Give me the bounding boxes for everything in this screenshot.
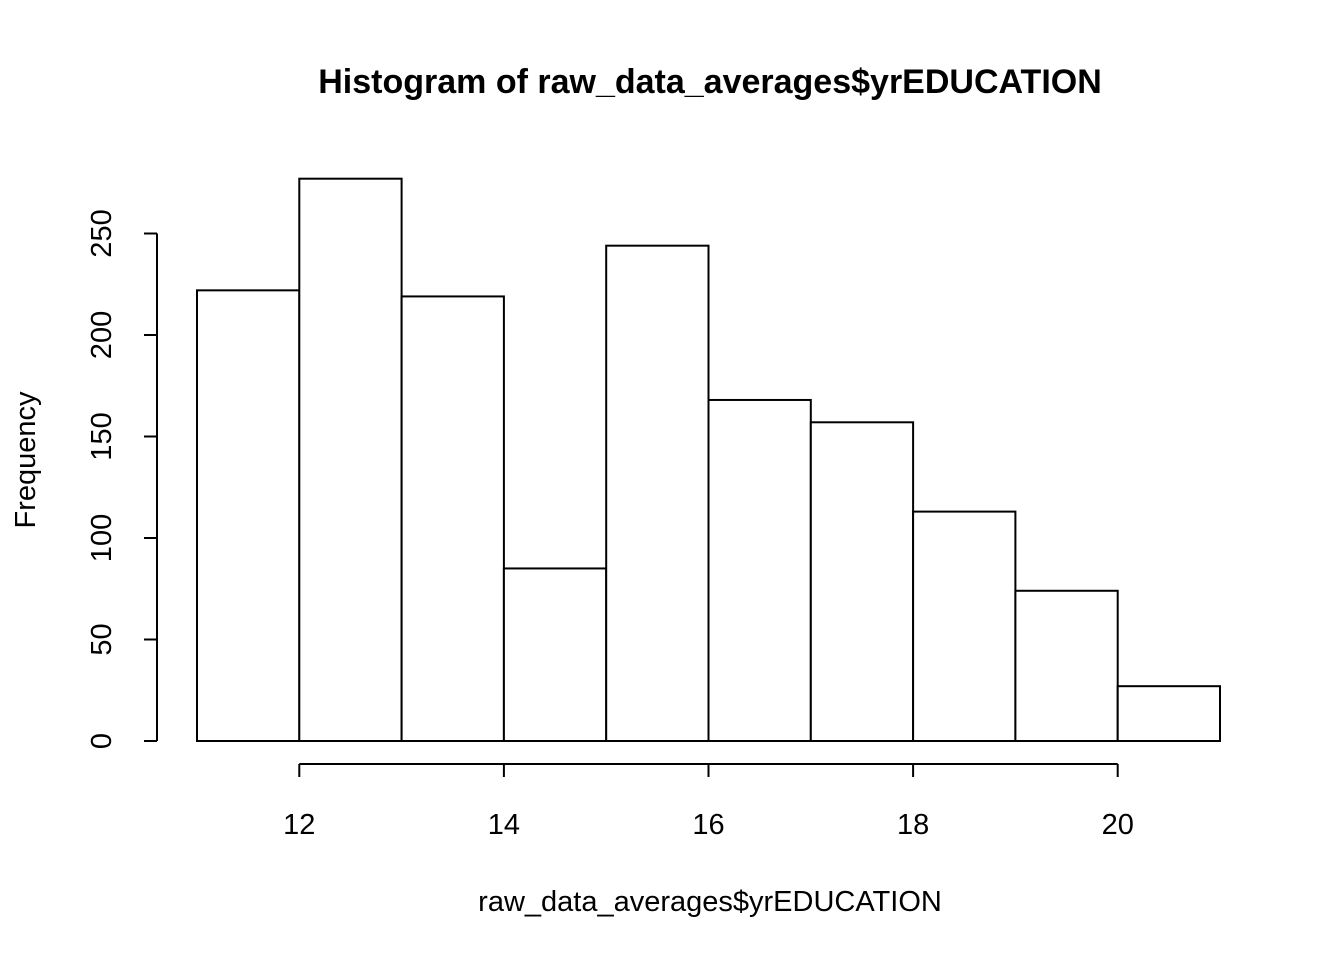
histogram-bar-7 [912,510,1017,742]
y-tick-label-5: 250 [86,209,118,257]
x-tick-label-3: 18 [897,809,929,841]
y-tick-label-0: 0 [86,733,118,749]
histogram-bar-2 [400,295,505,742]
x-tick-label-0: 12 [283,809,315,841]
chart-title: Histogram of raw_data_averages$yrEDUCATI… [318,63,1102,101]
y-tick-label-2: 100 [86,514,118,562]
bars-group [196,177,1221,743]
x-axis-label: raw_data_averages$yrEDUCATION [478,886,942,918]
y-tick-label-3: 150 [86,412,118,460]
histogram-bar-1 [298,177,403,742]
y-tick-label-4: 200 [86,311,118,359]
y-axis: 0 50 100 150 200 250 [86,209,158,749]
x-tick-label-4: 20 [1102,809,1134,841]
histogram-bar-9 [1116,685,1221,743]
histogram-bar-6 [809,421,915,742]
y-tick-label-1: 50 [86,623,118,655]
histogram-bar-5 [707,398,812,742]
x-tick-label-1: 14 [488,809,520,841]
x-tick-label-2: 16 [692,809,724,841]
x-axis: 12 14 16 18 20 [283,763,1134,841]
histogram-bar-0 [196,289,301,742]
histogram-bar-4 [605,244,710,742]
histogram-bar-3 [502,567,608,743]
y-axis-label: Frequency [10,391,42,529]
histogram-bar-8 [1014,589,1119,743]
